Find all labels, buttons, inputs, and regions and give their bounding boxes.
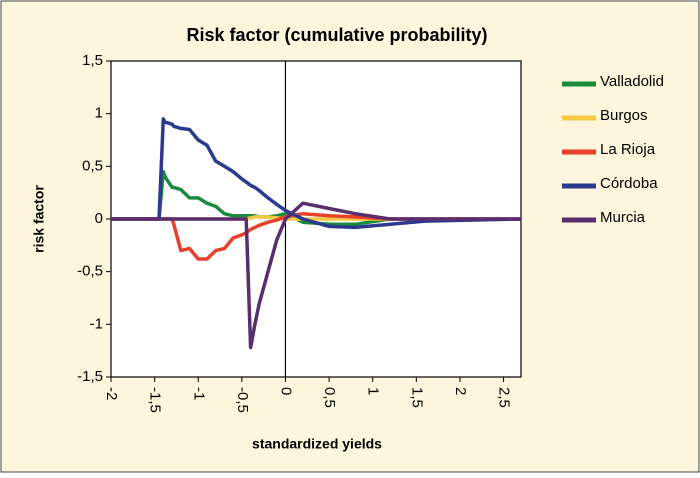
legend-label: Burgos bbox=[600, 107, 648, 124]
legend-label: Murcia bbox=[600, 209, 646, 226]
x-tick-label: 1 bbox=[365, 387, 382, 395]
x-tick-label: 2 bbox=[452, 387, 469, 395]
x-tick-label: 0,5 bbox=[321, 387, 338, 408]
chart-title: Risk factor (cumulative probability) bbox=[186, 25, 487, 45]
x-tick-label: -1 bbox=[190, 387, 207, 400]
y-tick-label: -0,5 bbox=[77, 263, 103, 280]
y-tick-label: -1,5 bbox=[77, 368, 103, 385]
y-tick-label: 1 bbox=[95, 105, 103, 122]
x-tick-label: -2 bbox=[103, 387, 120, 400]
y-axis-label: risk factor bbox=[31, 185, 47, 253]
legend-label: Córdoba bbox=[600, 175, 658, 192]
legend-label: Valladolid bbox=[600, 73, 664, 90]
series-line bbox=[111, 201, 521, 350]
x-tick-label: -0,5 bbox=[234, 387, 251, 413]
y-tick-label: 0 bbox=[95, 210, 103, 227]
x-tick-label: -1,5 bbox=[147, 387, 164, 413]
y-tick-label: 0,5 bbox=[82, 157, 103, 174]
x-tick-label: 2,5 bbox=[496, 387, 513, 408]
x-axis-label: standardized yields bbox=[252, 436, 382, 452]
x-tick-label: 1,5 bbox=[408, 387, 425, 408]
series-line bbox=[111, 211, 521, 261]
y-tick-label: -1 bbox=[90, 315, 103, 332]
x-tick-label: 0 bbox=[277, 387, 294, 395]
legend-label: La Rioja bbox=[600, 141, 656, 158]
series-line bbox=[111, 117, 522, 230]
y-tick-label: 1,5 bbox=[82, 52, 103, 69]
